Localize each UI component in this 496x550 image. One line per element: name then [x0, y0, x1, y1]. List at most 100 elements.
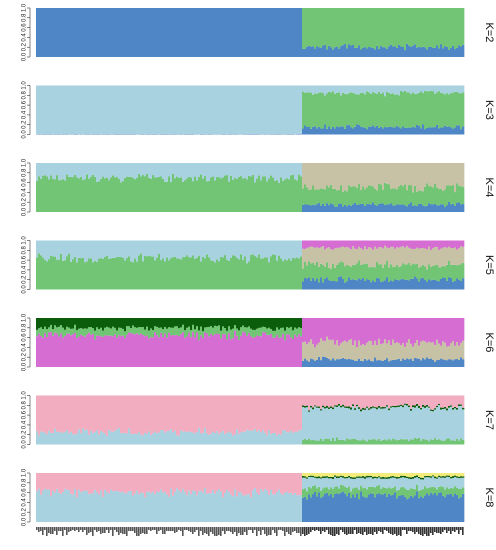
ancestry-bar-segment — [166, 163, 169, 182]
ancestry-bar-segment — [344, 128, 347, 135]
ancestry-bar-segment — [424, 341, 427, 360]
ancestry-bar-segment — [342, 279, 345, 290]
ancestry-bar-segment — [188, 473, 191, 491]
ancestry-bar-segment — [36, 163, 39, 181]
ancestry-bar-segment — [454, 163, 457, 193]
ancestry-bar-segment — [336, 281, 339, 290]
ancestry-bar-segment — [402, 395, 405, 406]
ancestry-bar-segment — [302, 281, 305, 290]
ancestry-bar-segment — [202, 133, 205, 135]
ancestry-bar-segment — [88, 327, 91, 333]
ancestry-bar-segment — [336, 473, 339, 477]
ancestry-bar-segment — [362, 477, 365, 489]
ancestry-bar-segment — [384, 487, 387, 494]
ancestry-bar-segment — [264, 163, 267, 177]
ancestry-bar-segment — [40, 327, 43, 336]
ancestry-bar-segment — [232, 318, 235, 329]
sample-tick — [158, 527, 160, 531]
ancestry-bar-segment — [88, 8, 91, 57]
ancestry-bar-segment — [384, 127, 387, 135]
ancestry-bar-segment — [296, 240, 299, 258]
ancestry-bar-segment — [358, 499, 361, 522]
ancestry-bar-segment — [240, 240, 243, 255]
ancestry-bar-segment — [370, 340, 373, 361]
ancestry-bar-segment — [300, 328, 303, 337]
sample-tick — [268, 527, 270, 535]
ancestry-bar-segment — [178, 8, 181, 57]
ancestry-bar-segment — [88, 240, 91, 259]
ancestry-bar-segment — [428, 318, 431, 342]
ancestry-bar-segment — [446, 264, 449, 281]
ancestry-bar-segment — [456, 47, 459, 57]
ancestry-bar-segment — [462, 85, 465, 93]
sample-tick — [236, 527, 238, 536]
ancestry-bar-segment — [234, 489, 237, 522]
ancestry-bar-segment — [222, 133, 225, 135]
ancestry-bar-segment — [190, 240, 193, 258]
ancestry-bar-segment — [352, 279, 355, 290]
ancestry-bar-segment — [360, 126, 363, 135]
ancestry-bar-segment — [170, 473, 173, 489]
ancestry-bar-segment — [432, 318, 435, 343]
ancestry-bar-segment — [444, 240, 447, 248]
ancestry-bar-segment — [42, 490, 45, 522]
ancestry-bar-segment — [140, 473, 143, 493]
ancestry-bar-segment — [346, 438, 349, 445]
ancestry-bar-segment — [438, 492, 441, 522]
ancestry-bar-segment — [342, 240, 345, 247]
ancestry-bar-segment — [154, 332, 157, 367]
ancestry-bar-segment — [450, 359, 453, 367]
ancestry-bar-segment — [434, 265, 437, 280]
ancestry-bar-segment — [168, 176, 171, 212]
ancestry-bar-segment — [380, 264, 383, 283]
ancestry-bar-segment — [98, 181, 101, 212]
ancestry-bar-segment — [364, 487, 367, 498]
ancestry-bar-segment — [98, 85, 101, 134]
ancestry-bar-segment — [218, 473, 221, 489]
ancestry-bar-segment — [450, 277, 453, 290]
ancestry-bar-segment — [322, 473, 325, 477]
ancestry-bar-segment — [318, 247, 321, 267]
ancestry-bar-segment — [412, 85, 415, 93]
ancestry-bar-segment — [110, 328, 113, 336]
ancestry-bar-segment — [206, 473, 209, 494]
sample-tick — [148, 527, 150, 530]
ancestry-bar-segment — [192, 324, 195, 332]
ancestry-bar-segment — [262, 395, 265, 431]
ancestry-bar-segment — [384, 182, 387, 206]
ancestry-bar-segment — [130, 473, 133, 491]
ancestry-bar-segment — [308, 92, 311, 127]
y-tick-label: 0.0 — [22, 440, 28, 449]
ancestry-bar-segment — [460, 46, 463, 57]
sample-tick — [162, 527, 164, 534]
ancestry-bar-segment — [212, 473, 215, 490]
ancestry-bar-segment — [418, 190, 421, 205]
ancestry-bar-segment — [426, 85, 429, 92]
ancestry-bar-segment — [386, 240, 389, 248]
ancestry-bar-segment — [374, 240, 377, 247]
ancestry-bar-segment — [342, 246, 345, 263]
ancestry-bar-segment — [404, 90, 407, 128]
ancestry-bar-segment — [294, 240, 297, 259]
ancestry-bar-segment — [210, 240, 213, 261]
ancestry-bar-segment — [438, 205, 441, 212]
ancestry-bar-segment — [420, 395, 423, 409]
ancestry-bar-segment — [100, 327, 103, 337]
ancestry-bar-segment — [388, 340, 391, 362]
ancestry-bar-segment — [84, 85, 87, 135]
ancestry-bar-segment — [52, 490, 55, 522]
y-tick-label: 0.4 — [22, 498, 28, 507]
ancestry-bar-segment — [438, 473, 441, 476]
ancestry-bar-segment — [436, 439, 439, 445]
ancestry-bar-segment — [414, 489, 417, 496]
ancestry-bar-segment — [376, 478, 379, 486]
sample-tick — [398, 527, 400, 535]
ancestry-bar-segment — [338, 48, 341, 57]
ancestry-bar-segment — [408, 478, 411, 490]
ancestry-bar-segment — [460, 477, 463, 489]
ancestry-bar-segment — [414, 358, 417, 367]
ancestry-bar-segment — [116, 256, 119, 290]
ancestry-bar-segment — [298, 334, 301, 367]
ancestry-bar-segment — [124, 318, 127, 332]
ancestry-bar-segment — [266, 181, 269, 212]
